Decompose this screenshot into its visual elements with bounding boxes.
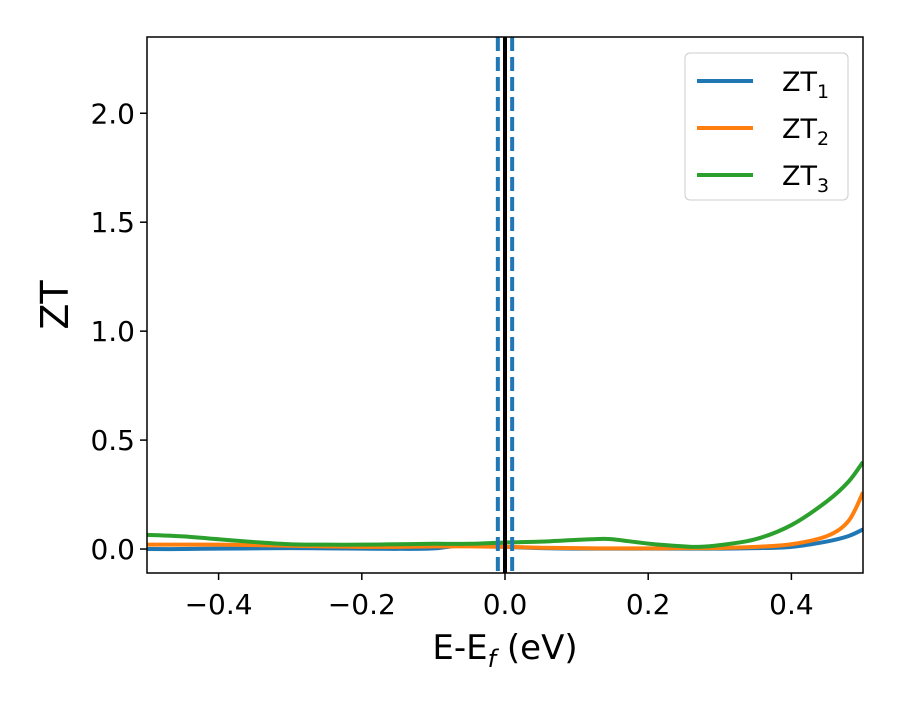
plot-area — [147, 37, 863, 573]
y-tick-label: 0.5 — [90, 424, 135, 457]
x-tick-label: 0.0 — [483, 588, 528, 621]
legend-label: ZT1 — [782, 67, 829, 103]
x-tick-label: 0.4 — [769, 588, 814, 621]
series-line-zt3 — [147, 460, 863, 549]
x-axis-label: E-Ef (eV) — [432, 628, 577, 673]
legend: ZT1 ZT2 ZT3 — [684, 52, 849, 201]
legend-label: ZT3 — [782, 161, 829, 197]
legend-label: ZT2 — [782, 114, 829, 150]
axes: −0.4 −0.2 0.0 0.2 0.4 0.0 0.5 1.0 1.5 2.0 — [90, 36, 864, 621]
y-axis-label: ZT — [33, 280, 77, 330]
y-tick-label: 0.0 — [90, 533, 135, 566]
y-tick-label: 1.5 — [90, 206, 135, 239]
legend-box — [684, 52, 849, 201]
y-tick-label: 2.0 — [90, 97, 135, 130]
y-tick-label: 1.0 — [90, 315, 135, 348]
x-tick-label: −0.4 — [185, 588, 253, 621]
series-group — [147, 37, 863, 573]
x-tick-label: 0.2 — [626, 588, 671, 621]
x-tick-label: −0.2 — [328, 588, 396, 621]
